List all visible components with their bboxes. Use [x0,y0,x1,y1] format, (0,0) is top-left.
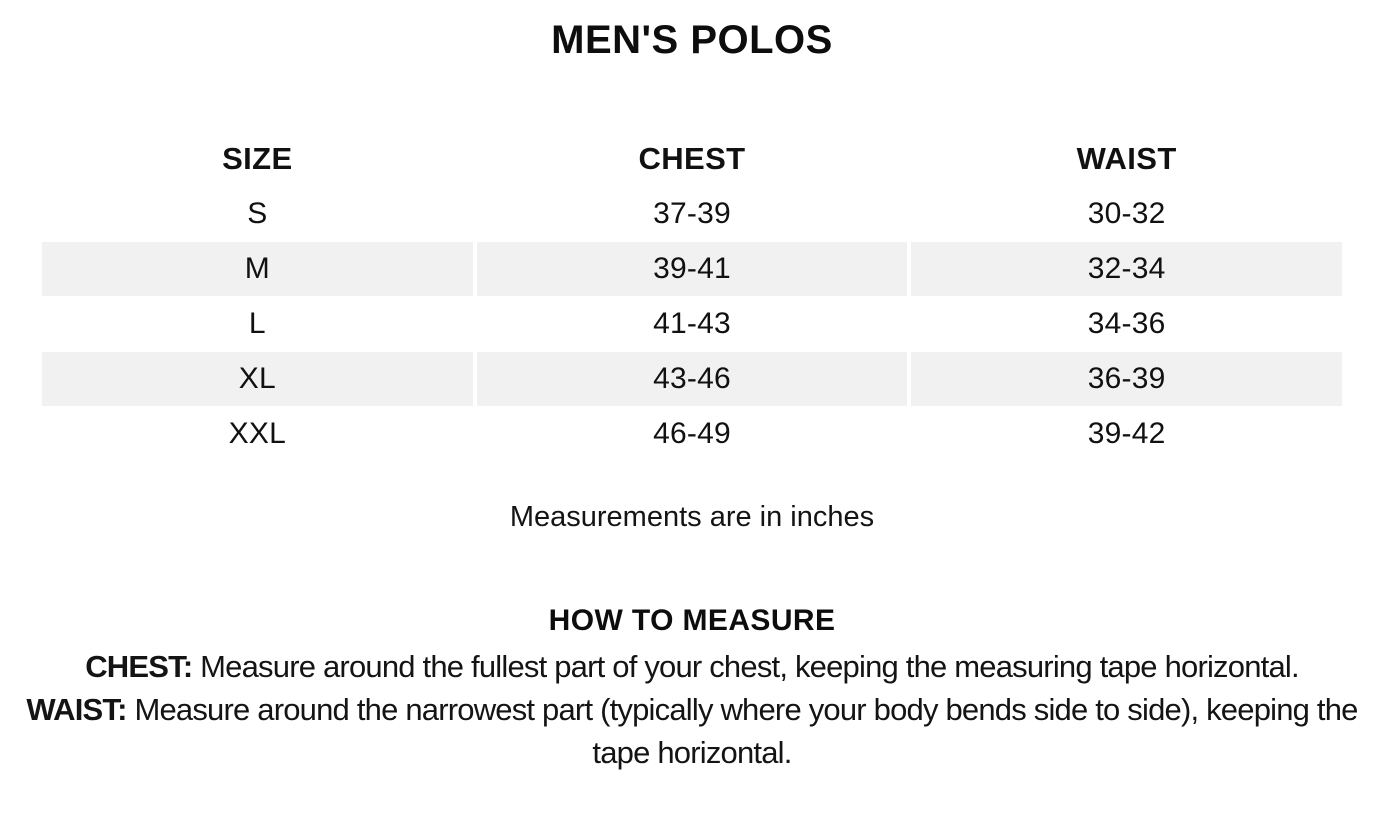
page-title: MEN'S POLOS [551,18,833,62]
size-cell: M [42,242,473,296]
table-row-xl: XL 43-46 36-39 [42,352,1342,406]
table-row-s: S 37-39 30-32 [42,187,1342,241]
waist-cell: 32-34 [911,242,1342,296]
waist-cell: 36-39 [911,352,1342,406]
chest-cell: 37-39 [653,197,731,230]
waist-cell: 30-32 [1087,197,1166,230]
size-cell: L [248,307,266,340]
column-header-chest: CHEST [638,141,746,176]
table-row-m: M 39-41 32-34 [42,242,1342,296]
size-cell: S [247,197,268,230]
waist-cell: 39-42 [1087,417,1166,450]
chest-cell: 39-41 [476,242,908,296]
chest-cell: 43-46 [476,352,908,406]
measure-instructions: CHEST: Measure around the fullest part o… [22,645,1362,774]
chest-cell: 46-49 [653,417,731,450]
units-note: Measurements are in inches [509,501,875,533]
waist-instruction-label: WAIST: [26,692,127,727]
waist-instruction: WAIST: Measure around the narrowest part… [22,688,1362,774]
size-cell: XL [42,352,473,406]
chest-instruction-text: Measure around the fullest part of your … [192,649,1299,684]
column-header-waist: WAIST [1076,141,1177,176]
table-row-xxl: XXL 46-49 39-42 [42,407,1342,461]
waist-cell: 34-36 [1087,307,1166,340]
how-to-measure-heading: HOW TO MEASURE [548,604,836,637]
size-chart-table: SIZE CHEST WAIST S 37-39 30-32 M 39-41 3… [38,131,1346,462]
size-cell: XXL [228,417,286,450]
chest-instruction-label: CHEST: [85,649,193,684]
chest-cell: 41-43 [653,307,731,340]
waist-instruction-text: Measure around the narrowest part (typic… [126,692,1358,770]
table-row-l: L 41-43 34-36 [42,297,1342,351]
size-chart-header-row: SIZE CHEST WAIST [42,132,1342,186]
column-header-size: SIZE [222,141,293,176]
chest-instruction: CHEST: Measure around the fullest part o… [22,645,1362,688]
